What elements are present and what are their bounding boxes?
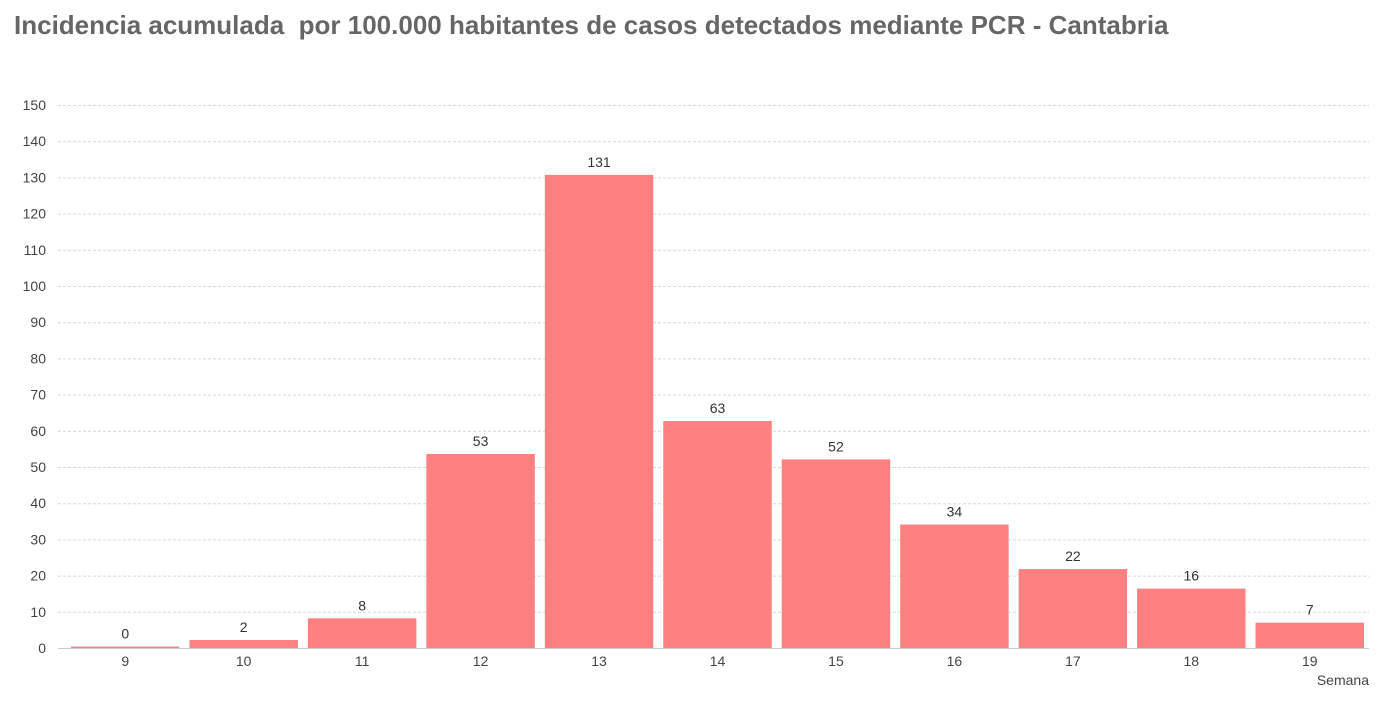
x-tick-label: 10 [236,653,252,669]
y-tick-label: 50 [30,459,46,475]
data-label: 63 [710,400,726,416]
y-tick-label: 100 [23,278,47,294]
chart-title: Incidencia acumulada por 100.000 habitan… [14,10,1169,40]
x-tick-label: 12 [473,653,489,669]
bar-week-18 [1137,588,1246,648]
y-tick-label: 120 [23,206,47,222]
y-tick-label: 110 [24,242,47,258]
bar-week-19 [1255,622,1364,648]
bar-week-9 [71,646,180,648]
y-tick-label: 130 [23,169,47,185]
data-label: 8 [358,597,366,613]
data-label: 16 [1184,568,1200,584]
bar-week-15 [781,459,891,648]
y-tick-label: 10 [30,604,46,620]
bars [71,174,1364,648]
y-tick-label: 80 [30,350,46,366]
x-tick-label: 9 [121,653,129,669]
x-tick-label: 16 [947,653,963,669]
data-label: 131 [587,154,611,170]
bar-week-10 [189,640,298,648]
x-tick-label: 11 [355,653,370,669]
x-tick-label: 15 [828,653,844,669]
x-tick-label: 19 [1302,653,1318,669]
x-tick-label: 17 [1065,653,1081,669]
bar-week-14 [663,421,772,648]
y-tick-label: 150 [23,97,47,113]
x-tick-label: 18 [1184,653,1200,669]
data-label: 34 [947,504,963,520]
data-label: 22 [1065,548,1081,564]
x-axis-ticks: 9 10 11 12 13 14 15 16 17 18 19 [121,653,1317,669]
y-tick-label: 70 [30,387,46,403]
data-label: 52 [828,438,844,454]
y-tick-label: 30 [30,531,46,547]
data-label: 53 [473,433,489,449]
bar-week-17 [1018,569,1128,648]
y-tick-label: 20 [30,568,46,584]
x-tick-label: 13 [591,653,607,669]
x-axis-title: Semana [1317,672,1369,688]
y-tick-label: 60 [30,423,46,439]
y-tick-label: 140 [23,133,47,149]
x-tick-label: 14 [710,653,726,669]
bar-week-13 [544,174,654,648]
data-label: 0 [121,626,129,642]
bar-week-11 [307,618,417,648]
y-tick-label: 0 [38,640,46,656]
data-label: 2 [240,619,248,635]
y-tick-label: 90 [30,314,46,330]
data-label: 7 [1306,602,1314,618]
y-axis-ticks: 0 10 20 30 40 50 60 70 80 90 100 110 120 130 140 150 [23,97,47,656]
bar-week-12 [426,453,535,648]
y-tick-label: 40 [30,495,46,511]
bar-week-16 [900,524,1009,648]
data-labels: 0 2 8 53 131 63 52 34 22 16 7 [121,154,1314,642]
